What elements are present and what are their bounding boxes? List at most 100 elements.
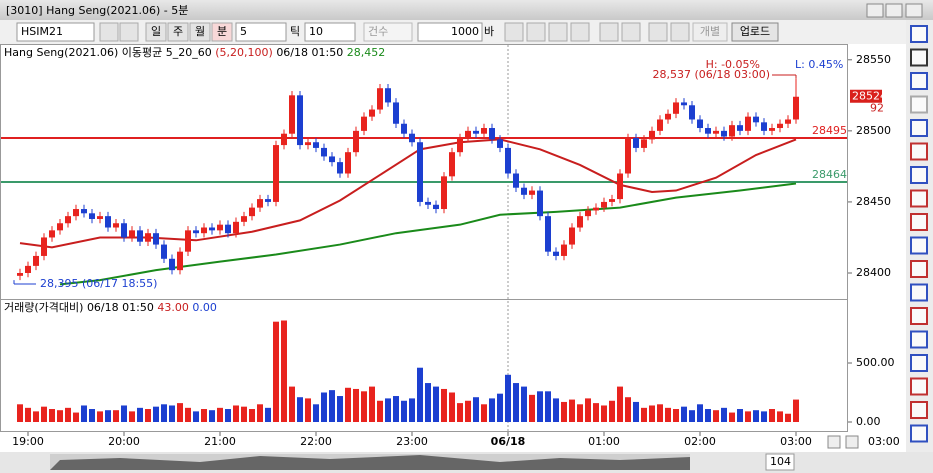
symbol-combo[interactable] [16, 22, 95, 42]
candle-body [377, 88, 383, 110]
upload-button[interactable] [731, 22, 779, 42]
candle-body [33, 255, 39, 266]
period-button[interactable] [211, 22, 233, 42]
volume-bar [601, 405, 607, 422]
side-tool-button[interactable] [910, 424, 928, 443]
side-tool-button[interactable] [910, 213, 928, 231]
tool-button[interactable] [504, 22, 524, 42]
search-button[interactable] [99, 22, 119, 42]
zoom-box[interactable] [765, 453, 795, 471]
maximize-button[interactable] [885, 3, 903, 18]
side-tool-button[interactable] [910, 330, 928, 349]
volume-bar [753, 410, 759, 422]
x-tick-label: 01:00 [588, 435, 620, 448]
volume-bar [313, 404, 319, 422]
candle-body [25, 265, 31, 273]
candle-body [617, 173, 623, 200]
candle-body [513, 173, 519, 188]
tool-button[interactable] [570, 22, 590, 42]
reference-label: 28464 [812, 168, 847, 181]
link-button[interactable] [119, 22, 139, 42]
side-tool-button[interactable] [910, 142, 928, 161]
zoom-button[interactable] [845, 435, 859, 449]
side-tool-button[interactable] [910, 236, 928, 255]
volume-bar [409, 398, 415, 422]
volume-bar [657, 404, 663, 422]
side-tool-button[interactable] [910, 377, 928, 396]
side-tool-button[interactable] [910, 401, 928, 419]
side-tool-button[interactable] [910, 189, 928, 208]
count-input[interactable] [417, 22, 483, 42]
reference-label: 28495 [812, 124, 847, 137]
candle-body [265, 199, 271, 202]
volume-bar [297, 397, 303, 422]
volume-bar [633, 401, 639, 422]
volume-bar [81, 405, 87, 422]
minimize-button[interactable] [866, 3, 884, 18]
last-price-tag [850, 89, 882, 103]
volume-bar [265, 407, 271, 422]
volume-bar [721, 407, 727, 422]
tool-button[interactable] [548, 22, 568, 42]
zoom-button[interactable] [827, 435, 841, 449]
candle-body [305, 142, 311, 146]
candle-body [505, 147, 511, 174]
candle-body [673, 102, 679, 114]
tool-button[interactable] [526, 22, 546, 42]
tool-button[interactable] [621, 22, 641, 42]
tool-button[interactable] [599, 22, 619, 42]
volume-bar [89, 409, 95, 422]
period-button[interactable] [189, 22, 211, 42]
last-tag-sub: 92 [870, 102, 884, 115]
volume-bar [377, 400, 383, 422]
y-tick-label: 0.00 [856, 415, 881, 428]
individual-button[interactable] [692, 22, 728, 42]
tick-combo[interactable] [304, 22, 356, 42]
side-tool-button[interactable] [910, 307, 928, 325]
period-button[interactable] [167, 22, 189, 42]
candle-body [521, 187, 527, 195]
upload-label: 업로드 [740, 25, 770, 38]
volume-bar [545, 391, 551, 422]
period-label: 분 [217, 25, 227, 38]
side-tool-button[interactable] [910, 283, 928, 302]
volume-bar [673, 409, 679, 422]
candle-body [145, 233, 151, 242]
volume-bar [465, 400, 471, 422]
period-combo[interactable] [235, 22, 287, 42]
volume-bar [521, 386, 527, 422]
volume-bar [201, 409, 207, 422]
side-tool-button[interactable] [910, 260, 928, 278]
count-unit: 바 [484, 25, 494, 38]
tick-label: 틱 [290, 25, 300, 38]
side-tool-button[interactable] [910, 25, 928, 43]
volume-bar [217, 407, 223, 422]
candle-body [41, 237, 47, 256]
volume-bar [553, 398, 559, 422]
side-tool-button[interactable] [910, 95, 928, 114]
candle-body [105, 216, 111, 228]
period-label: 월 [195, 25, 205, 38]
candle-body [457, 137, 463, 153]
count-combo[interactable] [363, 22, 413, 42]
volume-bar [249, 409, 255, 422]
candle-body [353, 130, 359, 153]
candle-body [57, 223, 63, 231]
candle-body [169, 258, 175, 271]
tool-button[interactable] [670, 22, 690, 42]
candle-body [417, 142, 423, 202]
side-tool-button[interactable] [910, 166, 928, 184]
side-tool-button[interactable] [910, 48, 928, 67]
side-tool-button[interactable] [910, 119, 928, 137]
tick-value: 10 [309, 25, 323, 38]
side-tool-button[interactable] [910, 354, 928, 372]
volume-bar [345, 387, 351, 422]
side-tool-button[interactable] [910, 72, 928, 90]
y-tick-label: 28400 [856, 266, 891, 279]
period-button[interactable] [145, 22, 167, 42]
tool-button[interactable] [648, 22, 668, 42]
close-button[interactable] [905, 3, 923, 18]
volume-bar [769, 409, 775, 422]
volume-bar [33, 411, 39, 422]
x-tick-label: 22:00 [300, 435, 332, 448]
